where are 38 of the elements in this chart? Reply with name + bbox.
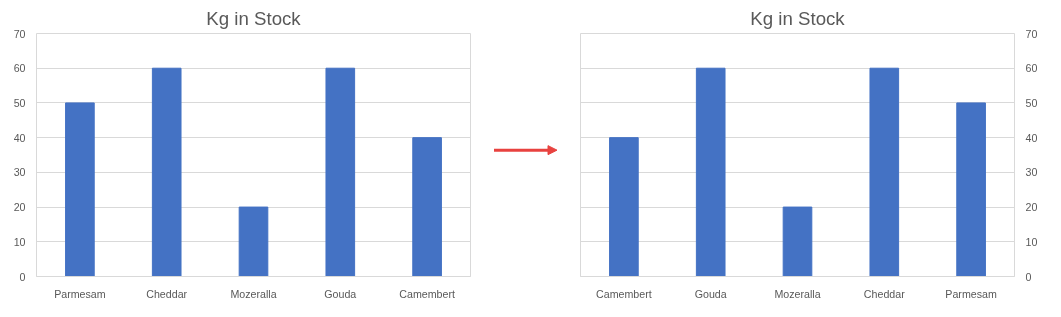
y2-tick-label: 0: [1025, 270, 1032, 283]
y-tick-label: 10: [13, 235, 26, 248]
bar: [869, 67, 900, 277]
y-tick-label: 30: [13, 166, 26, 179]
x-tick-label: Parmesam: [945, 287, 997, 300]
y-tick-label: 50: [13, 96, 26, 109]
x-tick-label: Gouda: [694, 287, 727, 300]
bar: [238, 206, 269, 277]
y2-tick-label: 10: [1025, 235, 1038, 248]
x-tick-label: Cheddar: [863, 287, 906, 300]
x-tick-label: Gouda: [324, 287, 357, 300]
y2-tick-label: 60: [1025, 62, 1038, 75]
y2-tick-label: 30: [1025, 166, 1038, 179]
x-tick-label: Parmesam: [54, 287, 106, 300]
bar: [65, 102, 95, 277]
bar: [325, 67, 356, 277]
bar: [782, 206, 813, 277]
chart-title: Kg in Stock: [206, 7, 302, 29]
x-tick-label: Camembert: [399, 287, 455, 300]
y2-tick-label: 70: [1025, 27, 1038, 40]
y-tick-label: 70: [13, 27, 26, 40]
bar: [151, 67, 182, 277]
x-tick-label: Camembert: [596, 287, 652, 300]
chart-title: Kg in Stock: [750, 7, 846, 29]
y-tick-label: 40: [13, 131, 26, 144]
y2-tick-label: 40: [1025, 131, 1038, 144]
y-tick-label: 60: [13, 62, 26, 75]
x-tick-label: Cheddar: [146, 287, 188, 300]
y-tick-label: 20: [13, 201, 26, 214]
y2-tick-label: 20: [1025, 201, 1038, 214]
x-tick-label: Mozeralla: [774, 287, 821, 300]
bar: [956, 102, 986, 277]
bar: [412, 137, 442, 277]
y-tick-label: 0: [19, 270, 26, 283]
x-tick-label: Mozeralla: [230, 287, 277, 300]
bar: [609, 137, 639, 277]
y2-tick-label: 50: [1025, 96, 1038, 109]
bar: [695, 67, 726, 277]
